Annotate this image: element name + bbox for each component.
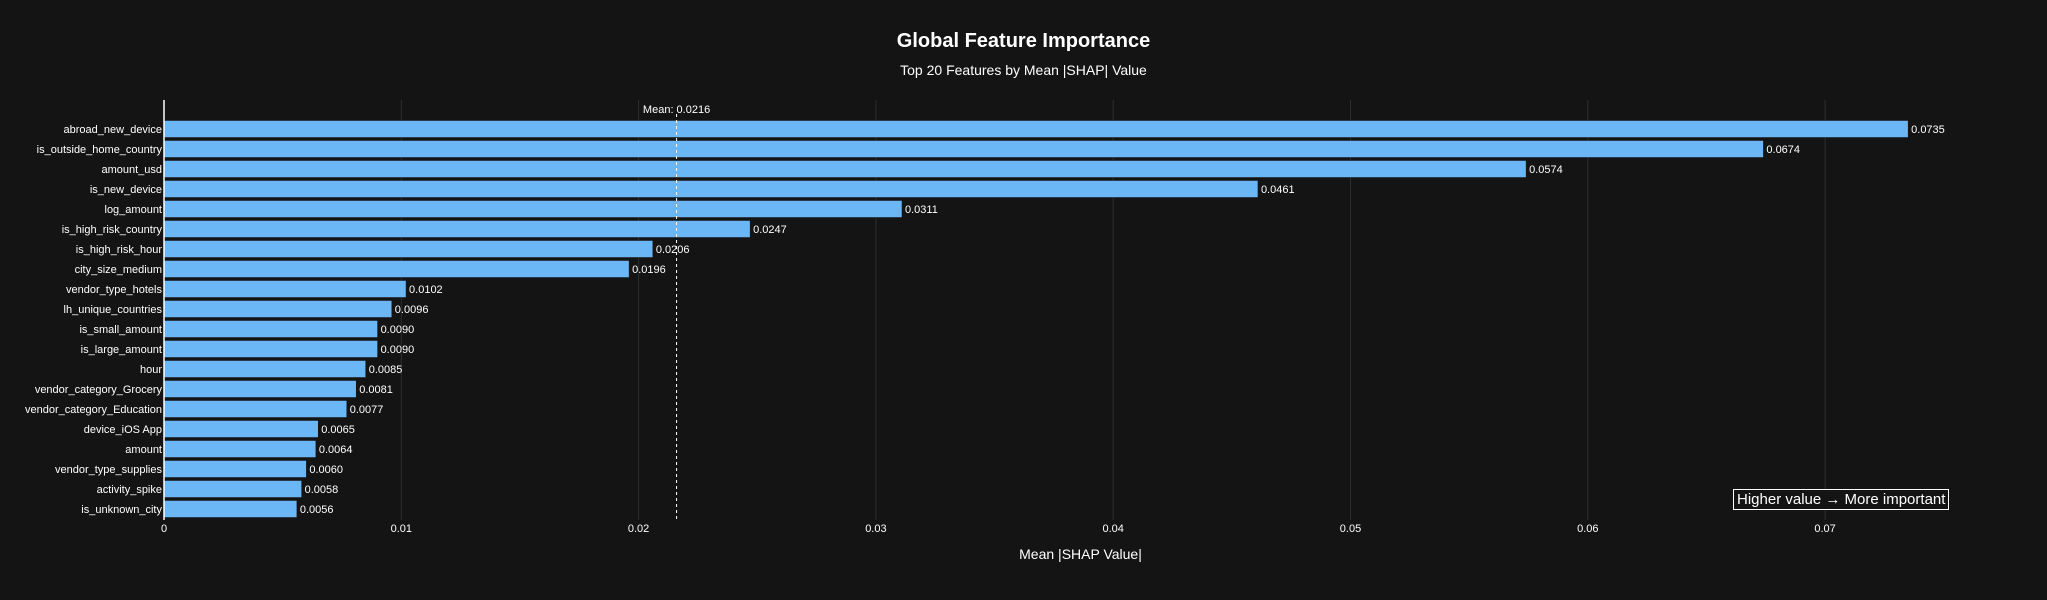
data-label: 0.0056	[300, 504, 334, 516]
data-label: 0.0077	[350, 404, 384, 416]
y-tick-label: vendor_category_Grocery	[35, 384, 163, 396]
x-tick-label: 0.01	[391, 523, 412, 535]
data-label: 0.0196	[632, 264, 666, 276]
data-label: 0.0102	[409, 284, 443, 296]
y-tick-label: is_small_amount	[79, 324, 162, 336]
x-tick-label: 0.05	[1340, 523, 1361, 535]
chart-subtitle: Top 20 Features by Mean |SHAP| Value	[900, 62, 1147, 78]
bar	[163, 120, 1909, 138]
data-label: 0.0311	[905, 204, 938, 216]
y-tick-label: city_size_medium	[75, 264, 162, 276]
y-tick-label: vendor_type_hotels	[66, 284, 163, 296]
y-tick-label: is_large_amount	[81, 344, 162, 356]
x-tick-label: 0.04	[1102, 523, 1123, 535]
data-label: 0.0064	[319, 444, 353, 456]
data-label: 0.0085	[369, 364, 403, 376]
bar	[163, 180, 1259, 198]
bar	[163, 460, 307, 478]
data-label: 0.0206	[656, 244, 690, 256]
y-tick-label: is_unknown_city	[81, 504, 162, 516]
data-label: 0.0574	[1529, 164, 1563, 176]
bar	[163, 220, 751, 238]
bar	[163, 280, 407, 298]
bar	[163, 480, 302, 498]
bar	[163, 360, 366, 378]
bar	[163, 140, 1764, 158]
x-tick-label: 0	[161, 523, 167, 535]
x-tick-label: 0.07	[1814, 523, 1835, 535]
y-tick-label: abroad_new_device	[64, 124, 162, 136]
chart-title: Global Feature Importance	[896, 30, 1151, 52]
y-tick-label: is_outside_home_country	[37, 144, 163, 156]
y-tick-label: hour	[140, 364, 162, 376]
axes	[163, 100, 678, 520]
bar	[163, 340, 378, 358]
x-axis-title: Mean |SHAP Value|	[1019, 546, 1142, 562]
data-label: 0.0081	[359, 384, 393, 396]
data-label: 0.0065	[321, 424, 355, 436]
y-tick-label: is_high_risk_hour	[76, 244, 163, 256]
data-label: 0.0060	[309, 464, 343, 476]
y-tick-label: is_high_risk_country	[62, 224, 163, 236]
bar	[163, 200, 903, 218]
bar	[163, 240, 654, 258]
bar	[163, 500, 298, 518]
bar	[163, 420, 319, 438]
data-label: 0.0674	[1766, 144, 1800, 156]
bar	[163, 300, 393, 318]
y-tick-label: amount_usd	[101, 164, 162, 176]
labels: 0 0.01 0.02 0.03 0.04 0.05 0.06 0.07 abroad_new_…	[25, 104, 1945, 535]
data-label: 0.0247	[753, 224, 787, 236]
y-tick-label: vendor_category_Education	[25, 404, 162, 416]
x-tick-label: 0.06	[1577, 523, 1598, 535]
y-tick-label: log_amount	[105, 204, 163, 216]
data-label: 0.0096	[395, 304, 429, 316]
bars	[163, 120, 1909, 518]
y-tick-label: activity_spike	[97, 484, 162, 496]
y-tick-label: device_iOS App	[84, 424, 162, 436]
bar	[163, 400, 347, 418]
bar	[163, 260, 630, 278]
bar	[163, 160, 1527, 178]
data-label: 0.0735	[1911, 124, 1945, 136]
y-tick-label: lh_unique_countries	[64, 304, 163, 316]
y-tick-label: amount	[125, 444, 162, 456]
x-tick-label: 0.03	[865, 523, 886, 535]
y-tick-label: is_new_device	[90, 184, 162, 196]
bar	[163, 440, 317, 458]
y-tick-label: vendor_type_supplies	[55, 464, 163, 476]
bar	[163, 380, 357, 398]
data-label: 0.0058	[305, 484, 339, 496]
annotation-box: Higher value → More important	[1733, 489, 1950, 510]
bar	[163, 320, 378, 338]
data-label: 0.0090	[381, 344, 415, 356]
data-label: 0.0461	[1261, 184, 1295, 196]
data-label: 0.0090	[381, 324, 415, 336]
x-tick-label: 0.02	[628, 523, 649, 535]
mean-line-label: Mean: 0.0216	[643, 104, 710, 116]
